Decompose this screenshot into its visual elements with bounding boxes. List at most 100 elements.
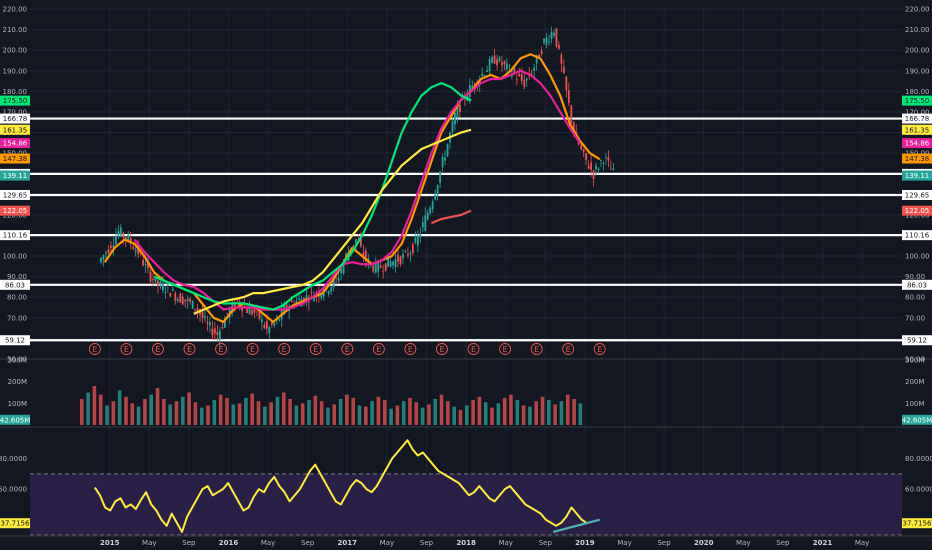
candle-body bbox=[181, 296, 184, 305]
price-tick-left: 80.00 bbox=[7, 294, 27, 302]
candle-body bbox=[335, 277, 338, 279]
candle-body bbox=[429, 207, 432, 214]
price-tick-left: 220.00 bbox=[3, 6, 28, 14]
rsi-polyline bbox=[94, 439, 588, 533]
earnings-label: E bbox=[503, 345, 508, 354]
price-tag-bg bbox=[0, 124, 30, 135]
volume-bar bbox=[509, 394, 513, 425]
candle-body bbox=[330, 287, 333, 292]
earnings-circle bbox=[467, 343, 480, 355]
price-tick-right: 190.00 bbox=[905, 67, 930, 75]
price-tag-text: 122.05 bbox=[905, 207, 930, 215]
earnings-marker: E bbox=[183, 343, 196, 355]
candle-body bbox=[114, 236, 117, 245]
candle-body bbox=[533, 67, 536, 71]
volume-bar bbox=[534, 401, 539, 425]
candle-body bbox=[132, 247, 135, 250]
candle-body bbox=[409, 252, 412, 255]
volume-bar bbox=[80, 399, 84, 425]
candle-body bbox=[253, 308, 256, 313]
volume-bar bbox=[439, 394, 444, 425]
candle-body bbox=[201, 311, 204, 318]
candle-body bbox=[194, 309, 196, 311]
volume-bar bbox=[553, 404, 557, 425]
candle-body bbox=[382, 270, 385, 272]
volume-bar bbox=[313, 395, 318, 425]
earnings-circle bbox=[88, 343, 101, 355]
volume-bar bbox=[446, 401, 450, 425]
candle-body bbox=[609, 168, 612, 170]
earnings-label: E bbox=[345, 345, 350, 354]
candle-body bbox=[166, 284, 169, 286]
volume-bar bbox=[294, 405, 299, 425]
candle-body bbox=[518, 73, 521, 77]
level-tag-bg bbox=[0, 190, 30, 201]
earnings-marker: E bbox=[88, 343, 101, 355]
candle-body bbox=[513, 68, 516, 75]
price-tick-left: 50.00 bbox=[7, 356, 27, 364]
candle-body bbox=[565, 76, 568, 91]
price-tick-right: 170.00 bbox=[905, 108, 930, 116]
volume-bar bbox=[130, 403, 135, 425]
volume-bar bbox=[540, 396, 545, 425]
earnings-circle bbox=[183, 343, 196, 355]
candle-body bbox=[481, 73, 484, 77]
volume-bar bbox=[180, 396, 185, 425]
volume-bar bbox=[149, 394, 154, 425]
earnings-circle bbox=[372, 343, 385, 355]
candle-body bbox=[496, 59, 498, 66]
level-tag-text: 59.12 bbox=[5, 337, 25, 345]
time-axis[interactable]: 2015 May Sep 2016 May Sep 2017 May Sep 2018 May Sep… bbox=[100, 539, 869, 547]
candle-body bbox=[149, 271, 152, 282]
volume-tick-right: 100M bbox=[905, 400, 924, 408]
volume-bar bbox=[351, 397, 355, 425]
volume-bar bbox=[111, 401, 116, 425]
candle-body bbox=[355, 238, 357, 245]
volume-bar bbox=[458, 409, 463, 425]
volume-tick-left: 100M bbox=[8, 400, 27, 408]
earnings-label: E bbox=[534, 345, 539, 354]
earnings-marker: E bbox=[246, 343, 259, 355]
volume-bar bbox=[319, 401, 324, 425]
candle-body bbox=[191, 300, 194, 309]
volume-bar bbox=[408, 397, 412, 425]
time-label: Sep bbox=[657, 539, 671, 547]
candle-body bbox=[233, 303, 236, 309]
level-tag-bg bbox=[0, 230, 30, 241]
candle-body bbox=[290, 300, 293, 303]
level-tag-text: 59.12 bbox=[907, 337, 927, 345]
volume-bar bbox=[464, 405, 469, 425]
candle-body bbox=[597, 168, 600, 171]
candle-body bbox=[100, 257, 102, 263]
candle-body bbox=[270, 322, 273, 325]
candle-body bbox=[211, 328, 214, 336]
candle-body bbox=[265, 320, 268, 329]
pane-separators[interactable] bbox=[0, 358, 932, 537]
earnings-circle bbox=[215, 343, 228, 355]
candle-body bbox=[258, 309, 261, 319]
candle-body bbox=[498, 57, 501, 62]
earnings-marker: E bbox=[309, 343, 322, 355]
volume-bar bbox=[395, 405, 400, 425]
level-tag-bg bbox=[902, 113, 932, 124]
price-tick-left: 100.00 bbox=[3, 253, 28, 261]
candle-body bbox=[268, 327, 271, 333]
volume-bar bbox=[357, 405, 362, 425]
volume-bar bbox=[559, 401, 564, 425]
price-tag-text: 139.11 bbox=[3, 172, 28, 180]
candle-body bbox=[159, 281, 162, 286]
moving-averages[interactable] bbox=[103, 53, 601, 324]
earnings-label: E bbox=[566, 345, 571, 354]
price-tick-right: 90.00 bbox=[905, 273, 925, 281]
price-tick-right: 220.00 bbox=[905, 6, 930, 14]
volume-bar bbox=[92, 386, 97, 425]
volume-bar bbox=[547, 400, 551, 425]
volume-bar bbox=[275, 396, 280, 425]
volume-tag-text: 42.605M bbox=[902, 416, 932, 424]
volume-tag-text: 42.605M bbox=[0, 416, 30, 424]
candle-body bbox=[169, 293, 172, 297]
volume-bar bbox=[433, 399, 438, 425]
earnings-circle bbox=[278, 343, 291, 355]
